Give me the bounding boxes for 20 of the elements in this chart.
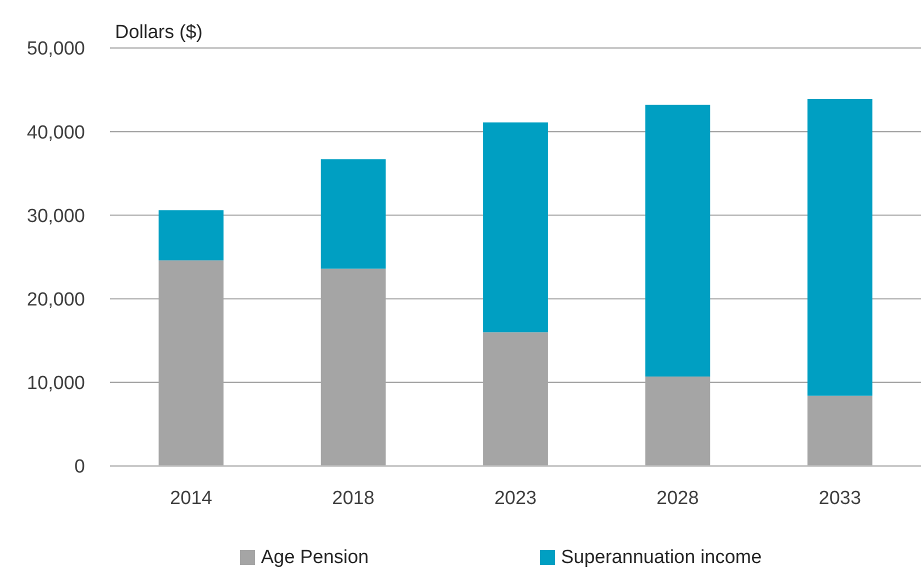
x-tick-label: 2028 <box>656 488 699 509</box>
y-tick-label: 10,000 <box>26 373 85 394</box>
y-axis-title: Dollars ($) <box>115 22 203 43</box>
y-tick-label: 30,000 <box>26 206 85 227</box>
x-tick-label: 2023 <box>494 488 537 509</box>
legend-label: Superannuation income <box>561 547 762 568</box>
bar <box>807 396 872 466</box>
y-tick-label: 20,000 <box>26 289 85 310</box>
bar <box>483 122 548 332</box>
x-tick-label: 2018 <box>332 488 374 509</box>
bar <box>158 210 224 260</box>
y-tick-label: 50,000 <box>26 38 85 60</box>
legend-label: Age Pension <box>261 547 369 568</box>
x-tick-label: 2033 <box>818 488 862 509</box>
bar <box>320 159 386 269</box>
y-tick-label: 0 <box>74 456 85 478</box>
bar <box>645 104 710 377</box>
bar <box>807 98 872 396</box>
x-tick-label: 2014 <box>170 488 213 509</box>
y-tick-label: 40,000 <box>26 122 85 144</box>
